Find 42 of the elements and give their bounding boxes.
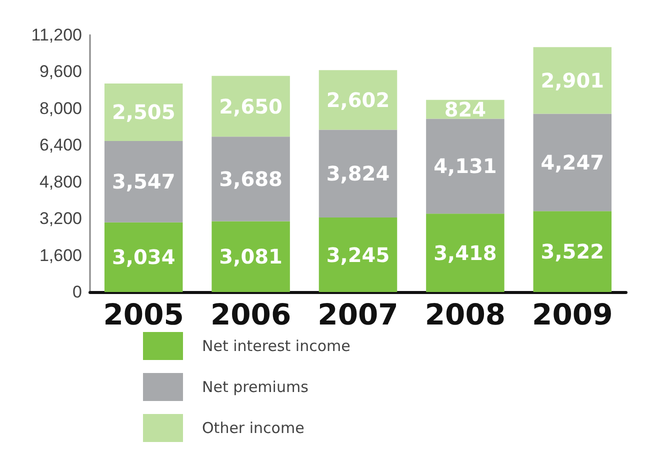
- y-tick-label: 9,600: [39, 62, 82, 82]
- y-tick-label: 1,600: [39, 246, 82, 265]
- data-label: 3,245: [326, 242, 390, 267]
- data-label: 3,547: [112, 170, 176, 194]
- data-label: 2,602: [326, 88, 390, 112]
- x-tick-label: 2008: [424, 298, 506, 332]
- bar: [426, 118, 504, 214]
- bar: [533, 211, 612, 292]
- bar: [212, 221, 290, 292]
- data-label: 3,081: [219, 244, 282, 269]
- y-tick-label: 8,000: [39, 98, 82, 118]
- bar: [212, 136, 290, 222]
- y-tick-label: 11,200: [31, 26, 82, 44]
- x-tick-label: 2006: [210, 298, 292, 332]
- legend-label: Net interest income: [202, 337, 350, 355]
- y-tick-label: 0: [72, 282, 82, 302]
- data-label: 824: [444, 97, 486, 122]
- data-label: 3,418: [434, 240, 497, 265]
- legend-label: Other income: [202, 419, 304, 437]
- y-tick-label: 3,200: [39, 209, 82, 228]
- data-label: 3,688: [219, 166, 282, 191]
- data-label: 4,247: [540, 150, 604, 174]
- bar: [533, 114, 612, 212]
- bar: [104, 222, 183, 292]
- bar: [104, 140, 183, 222]
- data-label: 2,505: [112, 100, 176, 124]
- x-tick-label: 2009: [532, 298, 613, 332]
- bar: [318, 218, 398, 292]
- x-tick-label: 2005: [103, 298, 184, 332]
- data-label: 4,131: [434, 154, 497, 178]
- data-label: 2,901: [540, 68, 604, 92]
- data-label: 3,522: [540, 240, 604, 264]
- bar: [426, 214, 504, 292]
- data-label: 2,650: [219, 94, 282, 118]
- y-tick-label: 4,800: [39, 172, 82, 192]
- data-label: 3,034: [112, 245, 176, 270]
- data-label: 3,824: [326, 162, 390, 186]
- bar: [318, 130, 398, 218]
- y-tick-label: 6,400: [39, 136, 82, 155]
- legend-label: Net premiums: [202, 378, 309, 396]
- bar: [533, 47, 612, 114]
- x-tick-label: 2007: [318, 298, 398, 332]
